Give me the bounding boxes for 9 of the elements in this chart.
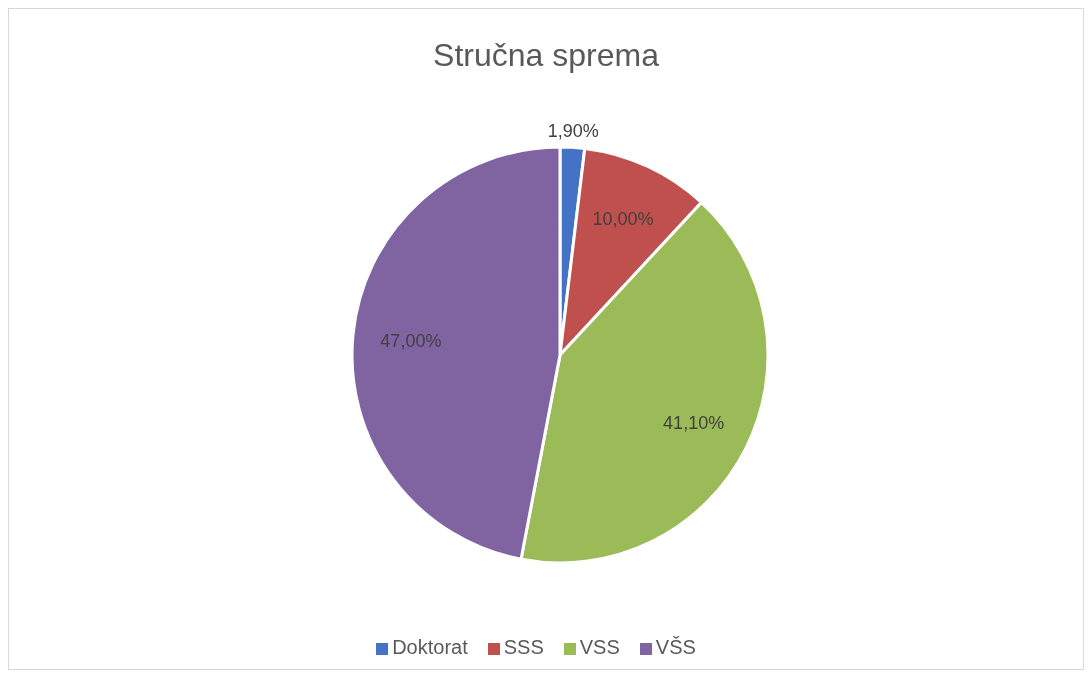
legend-label: VSS: [579, 636, 620, 658]
legend-label: VŠS: [655, 636, 696, 658]
data-label: 1,90%: [547, 121, 599, 142]
chart-title: Stručna sprema: [432, 37, 660, 74]
data-label: 10,00%: [592, 209, 654, 230]
data-label: 47,00%: [380, 330, 442, 351]
legend-label: Doktorat: [392, 636, 468, 658]
data-label: 41,10%: [663, 412, 725, 433]
legend-label: SSS: [503, 636, 544, 658]
